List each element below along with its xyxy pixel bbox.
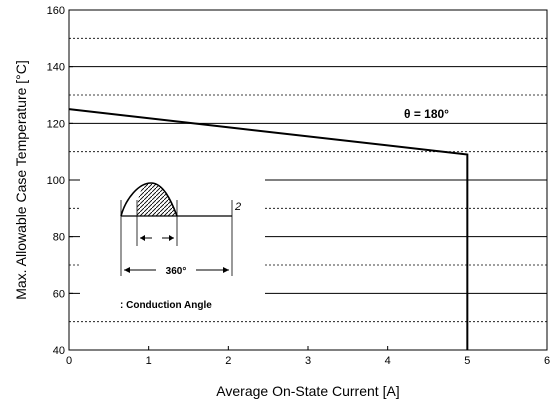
series-label: θ = 180° — [404, 107, 449, 121]
waveform-curve — [120, 182, 178, 217]
y-tick-label: 160 — [47, 5, 65, 17]
x-tick-label: 3 — [305, 355, 311, 367]
x-tick-label: 6 — [544, 355, 550, 367]
inset-caption: : Conduction Angle — [120, 300, 212, 311]
series-layer — [68, 108, 469, 350]
y-tick-label: 80 — [53, 232, 65, 244]
inset-angle-label: 360° — [166, 266, 187, 277]
period-arrowhead-right — [223, 267, 229, 273]
angle-arrowhead-right — [169, 235, 174, 241]
y-tick-label: 100 — [47, 175, 65, 187]
x-tick-label: 5 — [464, 355, 470, 367]
x-tick-label: 4 — [385, 355, 391, 367]
angle-label-backing — [156, 263, 196, 276]
inset-background — [80, 170, 265, 320]
x-tick-label: 0 — [66, 355, 72, 367]
x-axis-title: Average On-State Current [A] — [216, 383, 399, 399]
conduction-hatch — [137, 183, 177, 216]
conduction-angle-inset — [80, 170, 265, 320]
period-arrowhead-left — [124, 267, 130, 273]
axes-layer: 0 1 2 3 4 5 6 40 60 80 100 120 140 160 — [47, 5, 550, 367]
y-tick-label: 120 — [47, 118, 65, 130]
y-tick-label: 40 — [53, 345, 65, 357]
y-tick-label: 140 — [47, 62, 65, 74]
series-line — [68, 108, 469, 350]
angle-arrowhead-left — [140, 235, 145, 241]
x-tick-label: 1 — [146, 355, 152, 367]
label-layer: Average On-State Current [A] Max. Allowa… — [13, 60, 449, 399]
y-axis-title: Max. Allowable Case Temperature [°C] — [13, 60, 29, 300]
inset-number: 2 — [234, 201, 241, 213]
y-tick-label: 60 — [53, 288, 65, 300]
x-tick-label: 2 — [225, 355, 231, 367]
